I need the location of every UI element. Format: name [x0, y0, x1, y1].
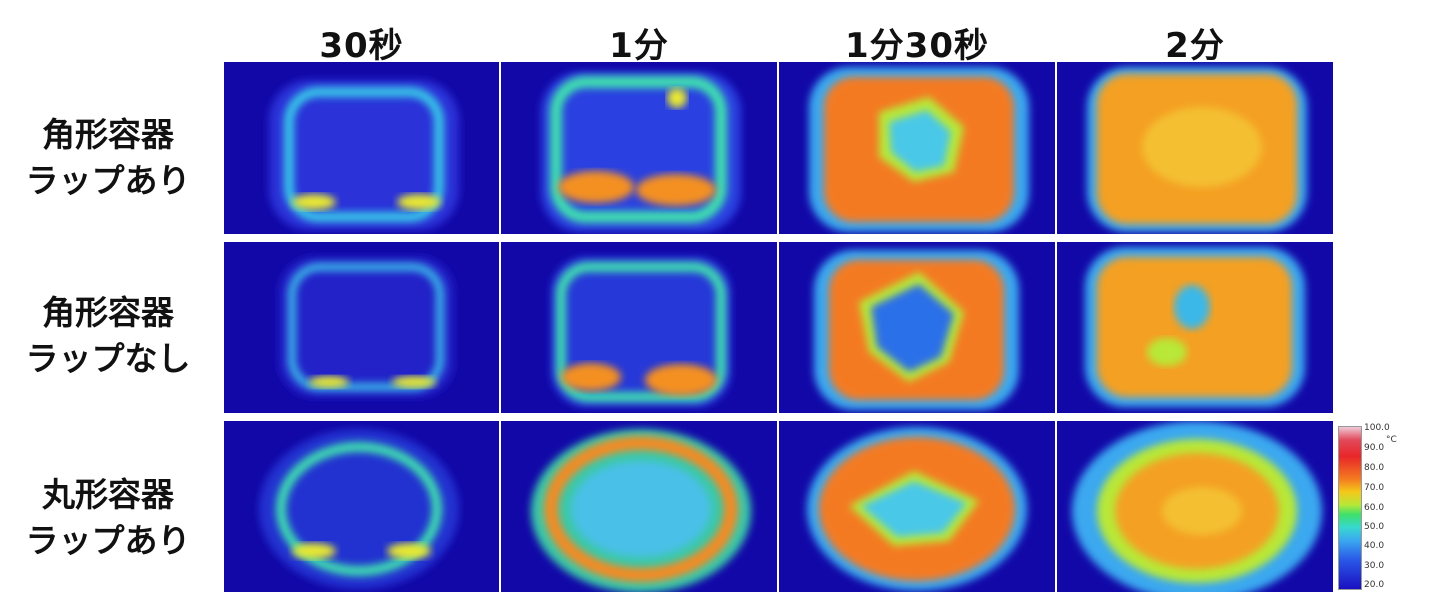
- thermal-image-square-wrapped-30s: [224, 62, 499, 234]
- row-label-line1: 丸形容器: [42, 475, 174, 514]
- thermal-image-square-unwrapped-2min: [1057, 242, 1333, 413]
- thermal-image-square-unwrapped-30s: [224, 242, 499, 413]
- column-header-1min30s: 1分30秒: [845, 26, 989, 66]
- row-label-line2: ラップなし: [25, 339, 191, 378]
- row-label-line1: 角形容器: [42, 293, 174, 332]
- scale-tick: 90.0: [1364, 443, 1385, 453]
- thermal-image-square-wrapped-2min: [1057, 62, 1333, 234]
- scale-tick: 70.0: [1364, 483, 1385, 493]
- row-label-square-unwrapped: 角形容器 ラップなし: [8, 290, 208, 382]
- scale-unit: °C: [1386, 435, 1397, 445]
- column-header-1min: 1分: [609, 26, 669, 66]
- scale-tick: 80.0: [1364, 463, 1385, 473]
- scale-tick: 50.0: [1364, 522, 1385, 532]
- scale-tick: 60.0: [1364, 503, 1385, 513]
- row-label-square-wrapped: 角形容器 ラップあり: [8, 112, 208, 204]
- scale-tick: 20.0: [1364, 580, 1385, 590]
- scale-tick: 100.0: [1364, 423, 1390, 433]
- scale-tick: 30.0: [1364, 561, 1385, 571]
- scale-tick: 40.0: [1364, 541, 1385, 551]
- thermal-image-round-wrapped-30s: [224, 421, 499, 592]
- row-label-line2: ラップあり: [25, 521, 191, 560]
- column-header-30s: 30秒: [319, 26, 404, 66]
- thermal-image-round-wrapped-1min: [501, 421, 777, 592]
- row-label-line2: ラップあり: [25, 161, 191, 200]
- thermal-image-square-wrapped-1min: [501, 62, 777, 234]
- row-label-line1: 角形容器: [42, 115, 174, 154]
- thermal-image-round-wrapped-1min30s: [779, 421, 1055, 592]
- thermal-image-round-wrapped-2min: [1057, 421, 1333, 592]
- column-header-2min: 2分: [1165, 26, 1225, 66]
- thermal-image-square-unwrapped-1min30s: [779, 242, 1055, 413]
- thermal-image-square-wrapped-1min30s: [779, 62, 1055, 234]
- thermal-image-square-unwrapped-1min: [501, 242, 777, 413]
- temperature-color-scale: [1338, 426, 1362, 590]
- row-label-round-wrapped: 丸形容器 ラップあり: [8, 472, 208, 564]
